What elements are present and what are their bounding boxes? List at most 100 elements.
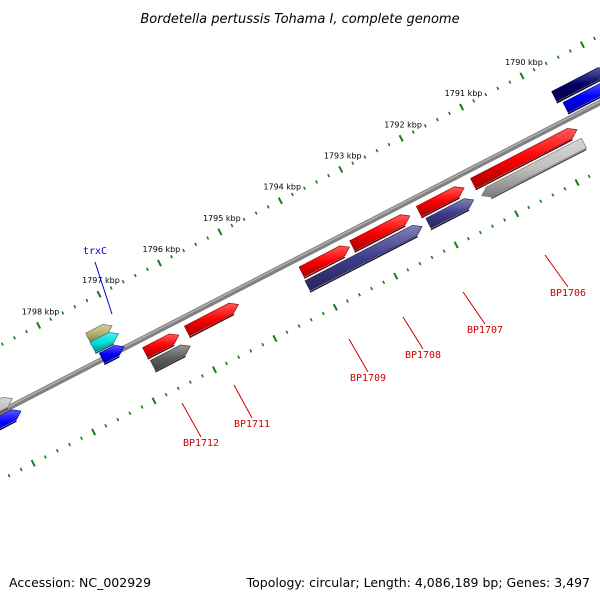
minor-tick (164, 392, 168, 397)
minor-tick (297, 324, 301, 328)
minor-tick (527, 205, 531, 210)
minor-tick (484, 92, 488, 97)
minor-tick (43, 455, 47, 459)
minor-tick (321, 311, 325, 316)
major-tick (96, 290, 102, 298)
minor-tick (225, 361, 229, 366)
minor-tick (315, 180, 319, 184)
major-tick (156, 259, 162, 267)
minor-tick (68, 442, 71, 447)
minor-tick (593, 36, 596, 41)
gene-bp1711 (183, 302, 239, 339)
minor-tick (309, 317, 313, 322)
major-tick (398, 134, 404, 142)
minor-tick (430, 255, 434, 260)
minor-tick (351, 161, 355, 166)
minor-tick (182, 248, 186, 253)
minor-tick (0, 342, 4, 346)
map-title: Bordetella pertussis Tohama I, complete … (140, 12, 459, 27)
major-tick (217, 228, 223, 236)
gene-bp1706 (470, 128, 578, 191)
major-tick (579, 41, 585, 49)
minor-tick (375, 148, 379, 153)
gene-slate-small (425, 198, 475, 231)
major-tick (514, 210, 520, 218)
gene-blue-left (98, 345, 125, 366)
minor-tick (568, 49, 572, 53)
minor-tick (176, 386, 180, 391)
tick-label: 1794 kbp (263, 183, 301, 192)
gene-label-text: BP1707 (467, 325, 503, 336)
tick-label: 1798 kbp (22, 307, 60, 316)
tick-label: 1790 kbp (505, 58, 543, 67)
minor-tick (80, 436, 83, 441)
genome-backbone (0, 100, 600, 412)
backbone-layer (0, 99, 600, 416)
minor-tick (140, 405, 144, 409)
tick-label: 1791 kbp (445, 89, 483, 98)
minor-tick (237, 355, 241, 359)
minor-tick (327, 173, 331, 178)
minor-tick (406, 268, 410, 272)
major-tick (519, 72, 525, 80)
gene-label-bp1709: BP1709 (348, 338, 386, 384)
minor-tick (435, 117, 439, 122)
minor-tick (387, 142, 391, 147)
major-tick (272, 334, 278, 343)
minor-tick (423, 124, 427, 128)
gene-bp1712 (142, 333, 180, 360)
gene-label-text: BP1712 (183, 438, 219, 449)
gene-bp1709 (298, 245, 350, 279)
major-tick (151, 397, 157, 405)
major-tick (393, 272, 399, 280)
minor-tick (194, 242, 198, 247)
minor-tick (12, 336, 16, 340)
major-tick (453, 241, 459, 249)
minor-tick (411, 130, 415, 134)
minor-tick (7, 473, 11, 478)
gene-label-bp1707: BP1707 (462, 291, 503, 336)
minor-tick (496, 86, 500, 91)
gene-label-text: trxC (83, 246, 107, 257)
minor-tick (85, 298, 89, 303)
gene-label-text: BP1708 (405, 350, 441, 361)
major-tick (574, 178, 580, 187)
genome-summary-text: Topology: circular; Length: 4,086,189 bp… (246, 575, 590, 590)
minor-tick (242, 217, 246, 222)
major-tick (459, 103, 465, 111)
gene-label-text: BP1706 (550, 288, 586, 299)
label-layer: BP1706 BP1707 BP1708 BP1709 BP1711 BP1712 trxC (83, 246, 586, 449)
gene-label-bp1711: BP1711 (233, 384, 270, 430)
gene-slate-long (304, 224, 423, 293)
minor-tick (254, 211, 258, 215)
gene-label-trxc: trxC (83, 246, 113, 315)
minor-tick (109, 286, 113, 290)
tick-label: 1795 kbp (203, 214, 241, 223)
major-tick (91, 428, 97, 436)
minor-tick (466, 236, 470, 241)
minor-tick (418, 261, 422, 266)
minor-tick (104, 424, 108, 428)
tick-label: 1793 kbp (324, 151, 362, 160)
gene-layer (0, 67, 600, 431)
minor-tick (230, 223, 234, 228)
minor-tick (290, 192, 294, 197)
gene-navy-edge (551, 67, 600, 104)
minor-tick (472, 99, 476, 103)
minor-tick (303, 186, 306, 190)
minor-tick (587, 174, 591, 179)
minor-tick (206, 236, 210, 240)
gene-darkgray (149, 344, 191, 373)
minor-tick (448, 111, 451, 116)
minor-tick (556, 55, 560, 59)
minor-tick (508, 80, 512, 84)
major-tick (277, 197, 283, 205)
minor-tick (61, 311, 65, 315)
gene-blue-far-left (0, 409, 22, 431)
major-tick (211, 366, 217, 374)
minor-tick (544, 61, 548, 66)
minor-tick (188, 380, 192, 384)
minor-tick (503, 218, 506, 222)
gene-gray-lower (481, 137, 587, 200)
